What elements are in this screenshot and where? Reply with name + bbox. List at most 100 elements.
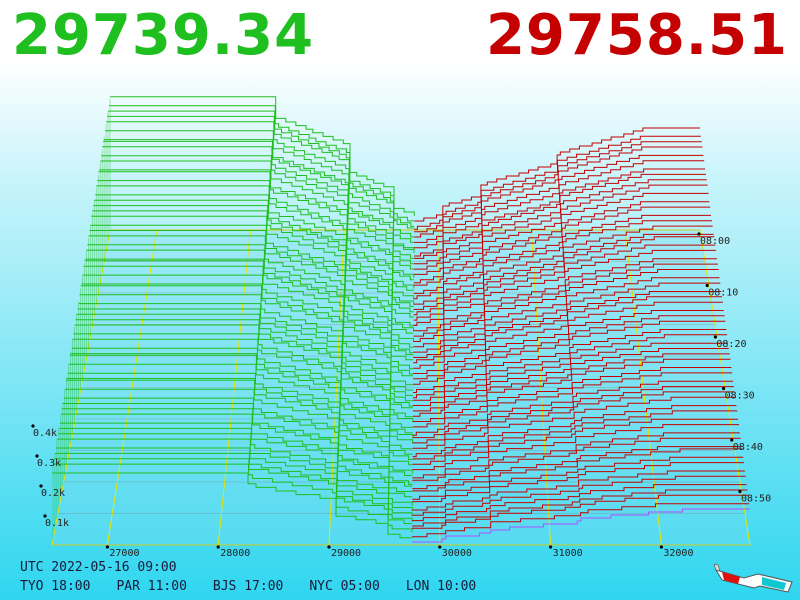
ask-depth-row [413,282,721,353]
ask-depth-row [412,448,743,492]
ask-depth-row [414,179,707,265]
bid-depth-row [96,185,414,291]
bid-depth-row [95,194,415,300]
ask-depth-row [412,348,729,406]
3d-glasses-icon[interactable] [714,560,794,594]
ask-depth-row [412,432,740,479]
time-tick-marker [705,283,709,288]
ask-depth-row [412,367,732,422]
ask-depth-row [413,249,717,326]
ask-depth-row [414,154,704,243]
bid-depth-row [104,139,415,252]
time-tick-label: 08:40 [733,442,763,453]
bid-depth-row [109,105,415,222]
ask-depth-row [412,424,739,471]
ask-depth-row [412,380,734,436]
x-tick-label: 28000 [220,548,250,559]
ask-depth-row [413,220,712,300]
ask-depth-row [413,296,722,364]
ask-depth-row [412,489,748,527]
x-tick-marker [548,545,553,549]
bid-depth-row [85,258,414,354]
x-tick-marker [216,545,220,549]
ask-depth-row [412,386,734,439]
bid-depth-row [107,115,415,229]
bid-depth-row [60,413,413,487]
ask-price: 29758.51 [485,3,788,68]
bid-depth-row [89,230,414,332]
bid-depth-row [94,199,415,305]
bid-depth-row [81,283,414,375]
bid-depth-row [80,285,414,377]
ask-depth-row [413,225,713,305]
ask-depth-row [413,291,722,358]
bid-depth-row [83,265,414,361]
x-tick-marker [105,545,109,549]
ask-depth-row [413,184,708,270]
bid-depth-row [58,427,413,498]
ask-depth-row [412,410,738,460]
bid-depth-row [106,121,415,238]
x-tick-label: 32000 [663,548,693,559]
ask-depth-row [414,141,702,233]
bid-depth-lines [52,96,415,540]
bid-depth-row [62,403,413,476]
ask-depth-row [413,342,728,401]
ask-depth-row [413,329,727,393]
bid-depth-row [105,130,415,243]
bid-depth-row [98,171,414,281]
z-tick-marker [31,424,35,428]
time-tick-marker [722,386,726,391]
ask-depth-row [412,503,750,538]
x-tick-marker [438,545,442,549]
ask-depth-row [412,353,730,412]
ask-depth-row [413,310,724,374]
bid-depth-row [68,363,414,444]
ask-depth-row [413,334,728,399]
ask-depth-lines [412,127,750,543]
bid-depth-row [71,347,413,428]
bid-depth-row [78,303,413,391]
z-tick-label: 0.2k [41,488,65,499]
bid-depth-row [103,140,415,253]
bid-depth-row [75,319,413,407]
bid-depth-row [86,249,414,348]
time-tick-marker [713,335,718,339]
ask-depth-row [412,391,735,444]
ask-depth-row [413,201,710,284]
bid-depth-row [52,472,412,539]
bid-depth-row [61,408,413,485]
bid-depth-row [54,458,412,524]
bid-depth-row [77,308,413,396]
bid-price: 29739.34 [12,3,315,68]
ask-depth-row [412,396,736,449]
bid-depth-row [64,388,413,466]
newyork-time: NYC 05:00 [309,579,380,594]
bid-depth-row [97,180,415,289]
bid-depth-row [74,324,413,409]
time-tick-marker [738,489,742,494]
bid-depth-row [57,433,413,506]
ask-depth-row [412,358,731,417]
ask-depth-row [412,470,745,511]
time-info: UTC 2022-05-16 09:00 TYO 18:00 PAR 11:00 B… [20,560,502,594]
paris-time: PAR 11:00 [116,579,187,594]
bid-depth-row [90,224,414,327]
ask-depth-row [414,173,706,259]
bid-depth-row [99,169,415,278]
bid-depth-row [82,274,414,370]
ask-depth-row [413,277,720,348]
x-tick-label: 27000 [109,548,139,559]
bid-depth-row [84,260,414,355]
ask-depth-row [412,446,742,490]
bid-depth-row [93,205,414,307]
bid-depth-row [79,294,414,386]
bid-depth-row [70,353,413,434]
ask-depth-row [413,206,711,286]
ask-depth-row [413,301,723,369]
x-tick-marker [659,545,663,549]
ask-depth-row [413,233,714,310]
ask-depth-row [413,244,716,321]
bid-depth-row [87,244,414,342]
